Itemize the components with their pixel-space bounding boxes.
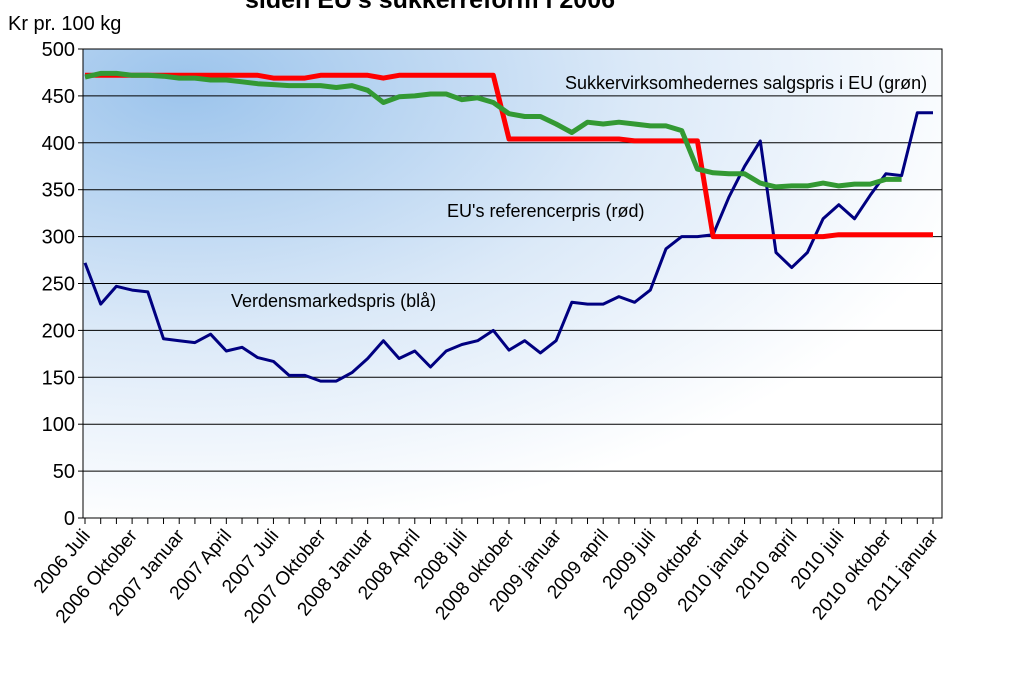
series-line (85, 72, 933, 240)
y-tick-label: 400 (42, 133, 75, 155)
annotation: Verdensmarkedspris (blå) (231, 291, 436, 311)
y-tick-label: 200 (42, 320, 75, 342)
annotation: EU's referencerpris (rød) (447, 201, 644, 221)
y-tick-label: 350 (42, 180, 75, 202)
y-axis-label: Kr pr. 100 kg (8, 13, 121, 35)
annotation: Sukkervirksomhedernes salgspris i EU (gr… (565, 73, 927, 93)
y-tick-label: 500 (42, 39, 75, 61)
y-tick-label: 0 (64, 508, 75, 530)
y-tick-label: 300 (42, 227, 75, 249)
y-tick-label: 50 (53, 461, 75, 483)
chart-title: siden EU's sukkerreform i 2006 (245, 0, 615, 14)
y-tick-label: 250 (42, 274, 75, 296)
series-line (83, 111, 933, 383)
y-tick-label: 100 (42, 414, 75, 436)
series-line (84, 70, 902, 190)
y-tick-label: 450 (42, 86, 75, 108)
y-tick-label: 150 (42, 367, 75, 389)
plot-border (82, 48, 943, 519)
